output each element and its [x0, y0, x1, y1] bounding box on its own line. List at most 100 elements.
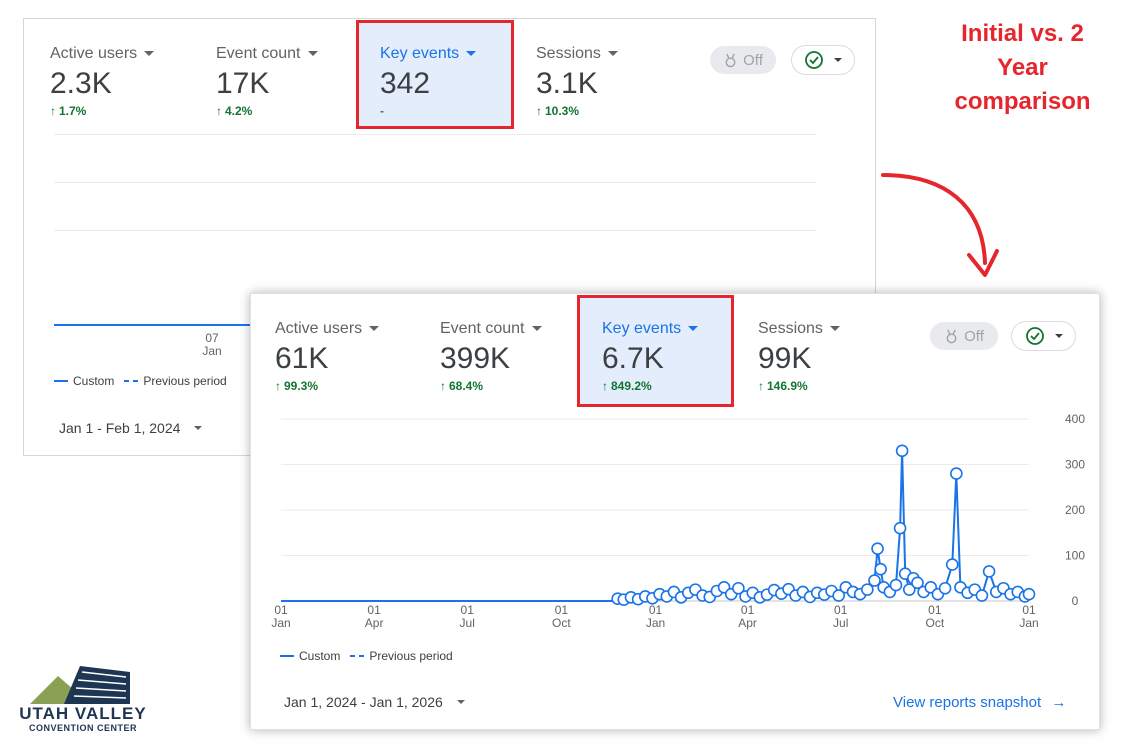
- x-tick-label: 01: [649, 603, 663, 617]
- data-point: [832, 589, 845, 602]
- building-icon: [30, 666, 130, 704]
- metric-delta: 146.9%: [767, 379, 808, 393]
- x-tick-label: 01: [928, 603, 942, 617]
- metric-value: 99K: [758, 342, 812, 375]
- arrow-up-icon: ↑: [50, 104, 56, 118]
- view-reports-snapshot-link[interactable]: View reports snapshot →: [893, 694, 1067, 711]
- caret-down-icon: [307, 51, 318, 57]
- metric-value: 17K: [216, 67, 270, 100]
- metric-key-events[interactable]: Key events 6.7K ↑ 849.2%: [602, 320, 699, 393]
- legend-previous: Previous period: [143, 374, 227, 388]
- metric-value: 2.3K: [50, 67, 112, 100]
- metric-label: Sessions: [536, 45, 601, 62]
- metric-delta: 849.2%: [611, 379, 652, 393]
- comparison-callout: Initial vs. 2 Year comparison: [954, 20, 1091, 115]
- y-tick-label: 200: [1065, 503, 1085, 517]
- caret-down-icon: [456, 700, 465, 704]
- check-circle-icon: [805, 51, 823, 69]
- check-circle-icon: [1025, 327, 1044, 345]
- x-tick-label: Jul: [833, 616, 848, 630]
- metric-label: Key events: [602, 320, 682, 337]
- legend-custom: Custom: [299, 649, 341, 663]
- x-tick-label: 01: [274, 603, 288, 617]
- x-tick-label: Apr: [365, 616, 384, 630]
- metric-active-users[interactable]: Active users 2.3K ↑ 1.7%: [50, 45, 155, 118]
- metric-label: Active users: [275, 320, 363, 337]
- arrow-up-icon: ↑: [602, 379, 608, 393]
- caret-down-icon: [144, 51, 155, 57]
- x-tick-label: 01: [834, 603, 848, 617]
- x-tick-label: Oct: [926, 616, 945, 630]
- x-tick-label: 01: [367, 603, 381, 617]
- metric-label: Active users: [50, 45, 138, 62]
- x-tick-label: Jul: [460, 616, 475, 630]
- arrow-up-icon: ↑: [216, 104, 222, 118]
- metric-label: Event count: [440, 320, 525, 337]
- metric-value: 399K: [440, 342, 511, 375]
- caret-down-icon: [194, 426, 203, 430]
- y-tick-label: 100: [1065, 549, 1085, 563]
- metric-value: 6.7K: [602, 342, 664, 375]
- y-tick-label: 300: [1065, 458, 1085, 472]
- legend-solid-swatch: [280, 655, 294, 657]
- caret-down-icon: [1054, 334, 1063, 338]
- data-point: [950, 467, 963, 480]
- status-dropdown[interactable]: [791, 45, 855, 75]
- metric-sessions[interactable]: Sessions 99K ↑ 146.9%: [758, 320, 840, 393]
- caret-down-icon: [369, 326, 380, 332]
- data-point: [871, 542, 884, 555]
- x-tick-label: 01: [461, 603, 475, 617]
- metric-key-events[interactable]: Key events 342 -: [380, 45, 477, 118]
- status-dropdown[interactable]: [1011, 321, 1076, 351]
- series-line: [54, 324, 254, 326]
- key-events-highlight-box: [577, 295, 734, 407]
- chart-legend: Custom Previous period: [280, 649, 453, 663]
- metric-value: 342: [380, 67, 431, 100]
- metric-value: 3.1K: [536, 67, 598, 100]
- date-range-label: Jan 1, 2024 - Jan 1, 2026: [284, 694, 443, 710]
- logo-text-line1: UTAH VALLEY: [19, 704, 147, 723]
- x-tick-label: Apr: [738, 616, 757, 630]
- gridline: [54, 230, 816, 231]
- metric-delta: 1.7%: [59, 104, 87, 118]
- data-point: [902, 583, 916, 596]
- x-tick-label: Oct: [552, 616, 571, 630]
- metric-delta: 10.3%: [545, 104, 580, 118]
- data-point: [889, 578, 903, 592]
- data-point: [874, 562, 887, 576]
- x-axis-tick: 07 Jan: [202, 331, 222, 358]
- insights-toggle[interactable]: Off: [930, 322, 998, 350]
- caret-down-icon: [688, 326, 699, 332]
- data-point: [975, 589, 989, 602]
- metric-label: Event count: [216, 45, 301, 62]
- key-events-highlight-box: [356, 20, 514, 129]
- caret-down-icon: [607, 51, 618, 57]
- x-tick-label: 01: [555, 603, 569, 617]
- metric-delta: 68.4%: [449, 379, 484, 393]
- utah-valley-convention-center-logo: UTAH VALLEY CONVENTION CENTER: [18, 662, 148, 740]
- date-range-selector[interactable]: Jan 1 - Feb 1, 2024: [59, 420, 203, 436]
- x-tick-label: Jan: [646, 616, 665, 630]
- metric-event-count[interactable]: Event count 399K ↑ 68.4%: [440, 320, 542, 393]
- gridline: [54, 182, 816, 183]
- y-tick-label: 400: [1065, 412, 1085, 426]
- legend-solid-swatch: [54, 380, 68, 382]
- data-point: [1022, 587, 1036, 601]
- legend-custom: Custom: [73, 374, 115, 388]
- caret-down-icon: [466, 51, 477, 57]
- insights-toggle[interactable]: Off: [710, 46, 776, 74]
- metric-label: Key events: [380, 45, 460, 62]
- data-point: [868, 574, 881, 587]
- metric-active-users[interactable]: Active users 61K ↑ 99.3%: [275, 320, 380, 393]
- data-point: [861, 583, 874, 596]
- metric-sessions[interactable]: Sessions 3.1K ↑ 10.3%: [536, 45, 618, 118]
- medal-icon: [946, 329, 957, 343]
- date-range-selector[interactable]: Jan 1, 2024 - Jan 1, 2026: [284, 694, 465, 710]
- metric-value: 61K: [275, 342, 329, 375]
- metric-event-count[interactable]: Event count 17K ↑ 4.2%: [216, 45, 318, 118]
- legend-dashed-swatch: [350, 655, 365, 657]
- x-tick-label: Jan: [271, 616, 290, 630]
- date-range-label: Jan 1 - Feb 1, 2024: [59, 420, 181, 436]
- arrow-up-icon: ↑: [440, 379, 446, 393]
- arrow-up-icon: ↑: [758, 379, 764, 393]
